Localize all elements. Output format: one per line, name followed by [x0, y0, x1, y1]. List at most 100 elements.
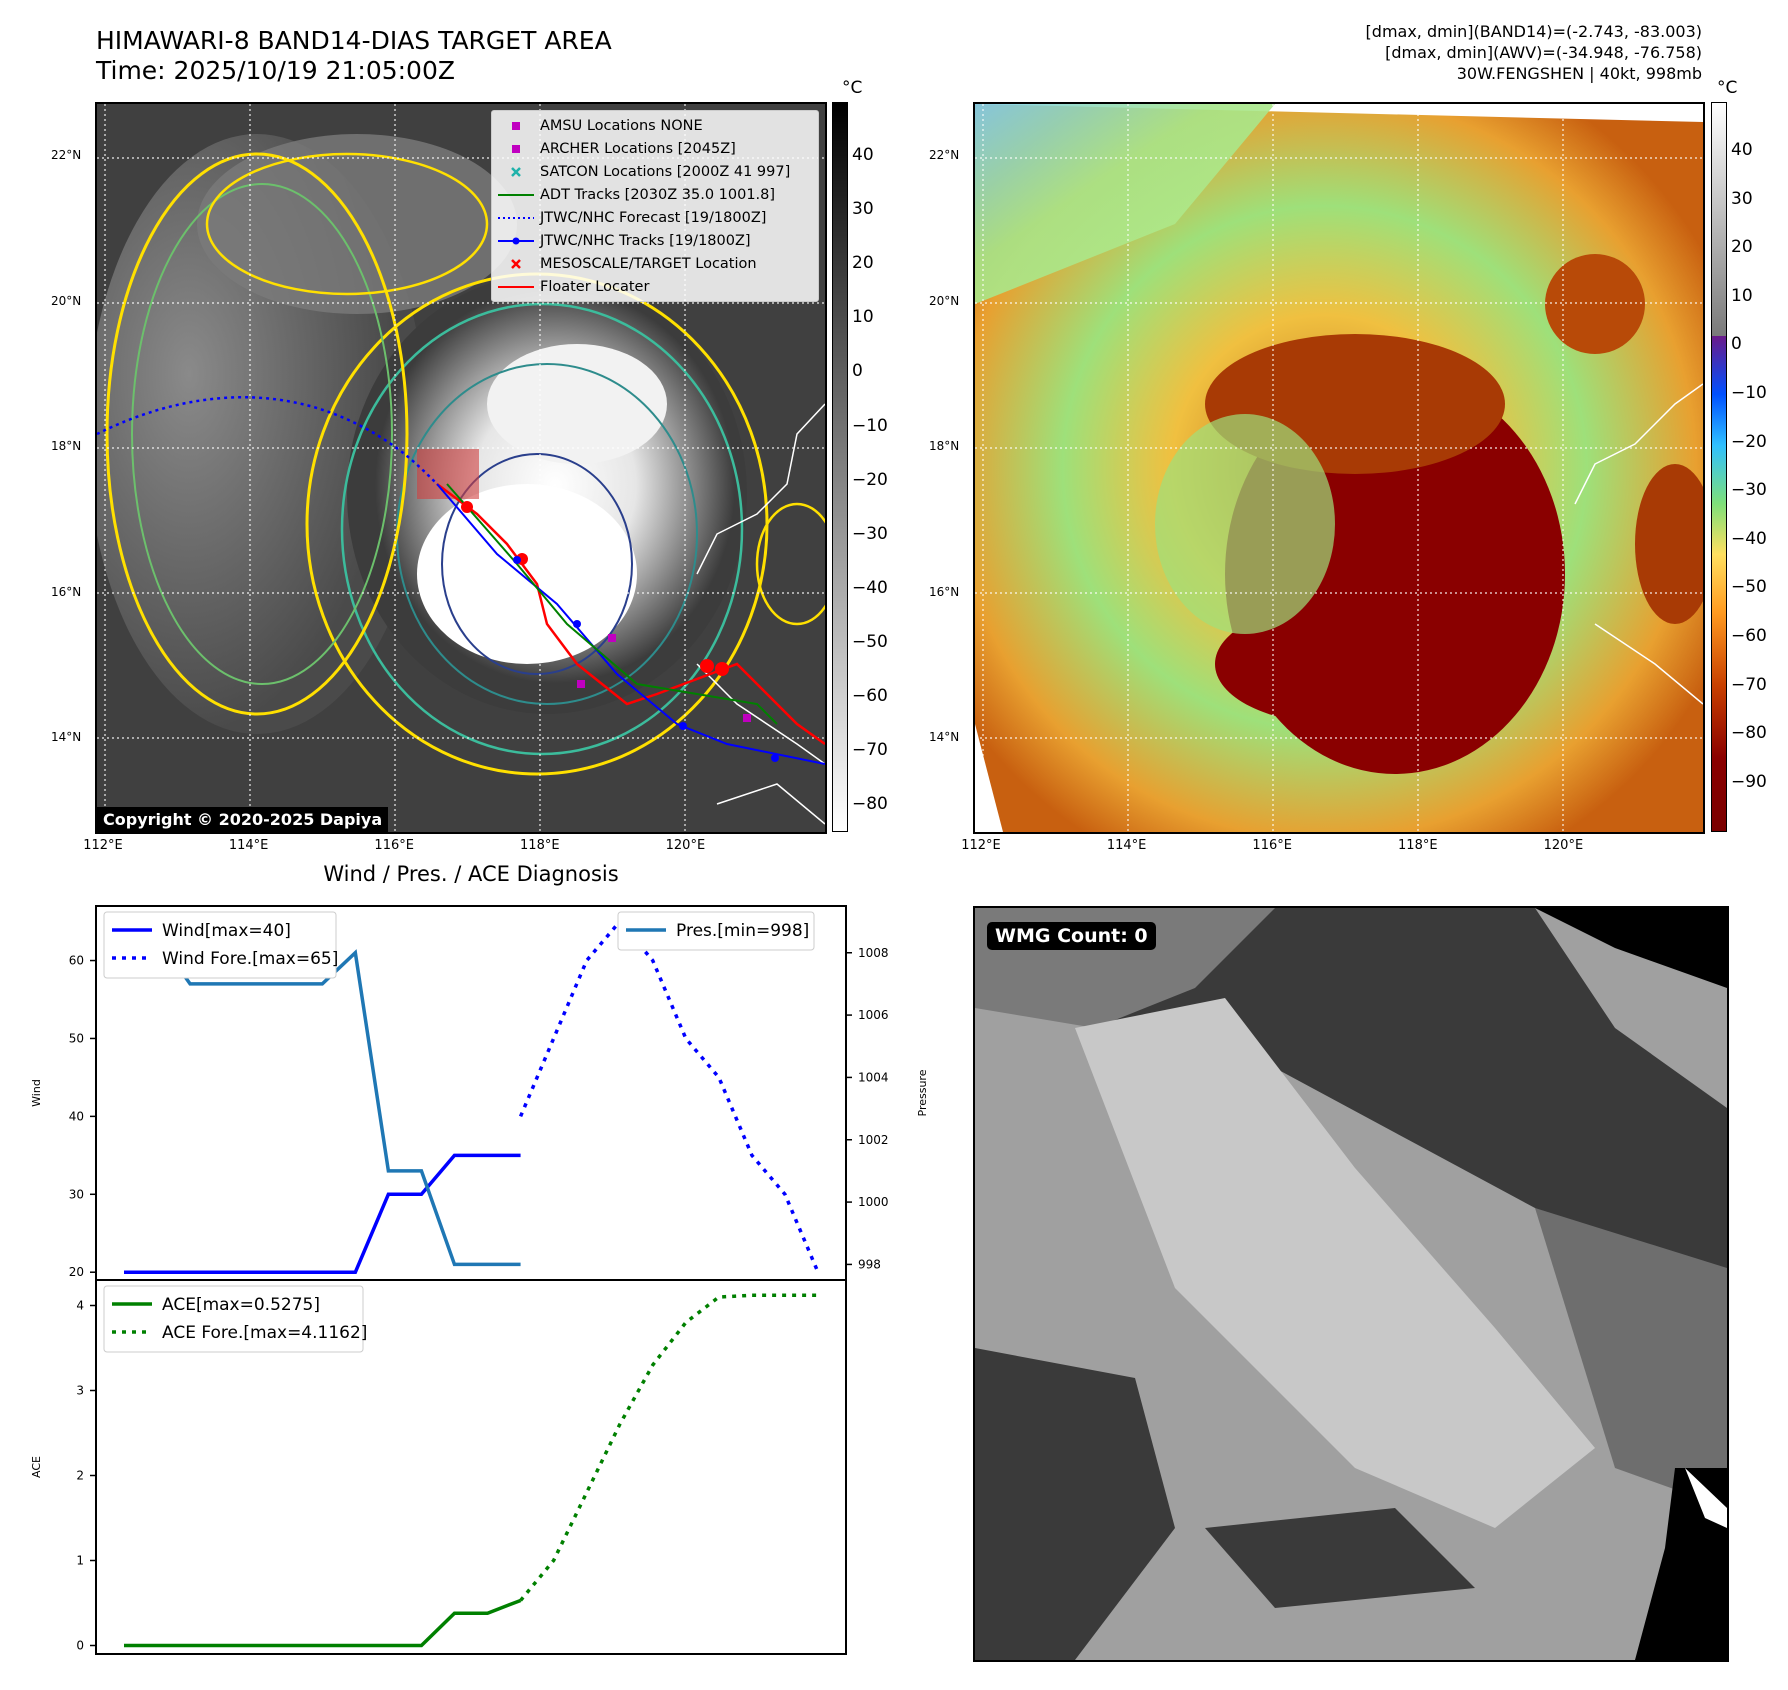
y-tick-label: 1006 — [858, 1008, 889, 1022]
ir-colorbar-tick-label: −50 — [852, 631, 888, 652]
map-y-tick-label: 14°N — [51, 730, 82, 745]
y-tick-label: 1002 — [858, 1133, 889, 1147]
awv-colorbar-tick-label: −60 — [1731, 626, 1767, 646]
ir-colorbar-tick-label: −80 — [852, 794, 888, 815]
y-tick-label: 20 — [69, 1265, 84, 1279]
legend-label: JTWC/NHC Forecast [19/1800Z] — [540, 210, 767, 226]
ir-colorbar-tick-label: 20 — [852, 253, 874, 274]
map-y-tick-label: 22°N — [929, 148, 960, 162]
chart-legend-label: Wind[max=40] — [162, 921, 291, 941]
legend-marker — [498, 194, 534, 196]
legend-item: SATCON Locations [2000Z 41 997] — [496, 161, 790, 183]
stats-line-3: 30W.FENGSHEN | 40kt, 998mb — [1456, 64, 1702, 83]
series-line — [124, 1153, 521, 1274]
map-x-tick-label: 120°E — [665, 838, 706, 853]
ir-colorbar-tick-label: −20 — [852, 469, 888, 490]
awv-colorbar-tick-label: 30 — [1731, 188, 1753, 209]
map-x-tick-label: 118°E — [520, 838, 560, 853]
chart-legend-box — [103, 911, 337, 979]
series-line — [124, 935, 521, 1267]
legend-item: Floater Locater — [496, 276, 649, 298]
time-label: Time: 2025/10/19 21:05:00Z — [96, 56, 455, 85]
awv-colorbar-tick-label: −90 — [1731, 771, 1767, 792]
series-line — [518, 918, 820, 1273]
ir-colorbar-tick-label: −70 — [852, 740, 888, 761]
chart-legend-label: ACE Fore.[max=4.1162] — [162, 1323, 367, 1343]
wmg-panel: WMG Count: 0 — [973, 906, 1729, 1662]
y-tick-label: 1 — [76, 1554, 84, 1568]
awv-map-panel — [973, 102, 1705, 834]
map-x-tick-label: 114°E — [228, 838, 269, 853]
legend-label: AMSU Locations NONE — [540, 118, 703, 134]
y-axis-label: ACE — [30, 1456, 43, 1478]
stats-line-1: [dmax, dmin](BAND14)=(-2.743, -83.003) — [1365, 22, 1702, 41]
chart-legend-box — [103, 1285, 364, 1353]
legend-label: MESOSCALE/TARGET Location — [540, 256, 757, 272]
map-x-tick-label: 118°E — [1398, 838, 1438, 853]
chart-frame — [95, 1279, 847, 1655]
legend-marker — [512, 145, 520, 153]
diagnosis-charts: 6050403020Wind10081006100410021000998Pre… — [30, 905, 929, 1655]
map-y-tick-label: 20°N — [51, 293, 82, 308]
copyright-label: Copyright © 2020-2025 Dapiya — [97, 807, 389, 832]
legend-item: JTWC/NHC Tracks [19/1800Z] — [496, 230, 751, 252]
legend-item: JTWC/NHC Forecast [19/1800Z] — [496, 207, 766, 229]
legend-marker — [498, 217, 534, 219]
stats-line-2: [dmax, dmin](AWV)=(-34.948, -76.758) — [1385, 43, 1702, 62]
map-x-tick-label: 112°E — [83, 838, 123, 853]
y-tick-label: 4 — [76, 1299, 84, 1313]
y-tick-label: 3 — [76, 1384, 84, 1398]
chart-legend-label: Pres.[min=998] — [676, 921, 809, 941]
page-title: HIMAWARI-8 BAND14-DIAS TARGET AREA — [96, 26, 612, 55]
ir-colorbar-unit: °C — [842, 78, 863, 98]
awv-colorbar-tick-label: 40 — [1731, 140, 1753, 160]
map-x-tick-label: 120°E — [1543, 838, 1584, 853]
awv-colorbar-tick-label: −20 — [1731, 431, 1767, 452]
map-x-tick-label: 116°E — [374, 838, 414, 853]
ir-colorbar-tick-label: −30 — [852, 523, 888, 544]
ir-colorbar-tick-label: 30 — [852, 199, 874, 220]
map-y-tick-label: 18°N — [51, 439, 82, 454]
awv-colorbar-tick-label: 10 — [1731, 285, 1753, 306]
y-tick-label: 1008 — [858, 946, 889, 960]
awv-colorbar-unit: °C — [1717, 78, 1738, 98]
map-x-tick-label: 114°E — [1106, 838, 1147, 853]
ir-colorbar-tick-label: −10 — [852, 415, 888, 436]
ir-colorbar-tick-label: −60 — [852, 686, 888, 706]
chart-legend-box — [617, 911, 815, 951]
ir-colorbar-tick-label: 0 — [852, 361, 863, 382]
legend-marker — [511, 259, 521, 269]
awv-colorbar-tick-label: −30 — [1731, 480, 1767, 501]
awv-colorbar-tick-label: 20 — [1731, 237, 1753, 258]
y-tick-label: 998 — [858, 1257, 881, 1271]
legend-item: MESOSCALE/TARGET Location — [496, 253, 757, 275]
legend-label: SATCON Locations [2000Z 41 997] — [540, 164, 791, 180]
map-x-tick-label: 112°E — [961, 838, 1001, 853]
y-tick-label: 2 — [76, 1469, 84, 1483]
map-y-tick-label: 16°N — [51, 584, 82, 599]
y-tick-label: 1004 — [858, 1070, 889, 1084]
chart-legend-label: ACE[max=0.5275] — [162, 1295, 320, 1315]
legend-label: JTWC/NHC Tracks [19/1800Z] — [540, 233, 751, 249]
awv-colorbar-tick-label: −50 — [1731, 577, 1767, 598]
awv-colorbar-tick-label: −40 — [1731, 528, 1767, 549]
y-tick-label: 0 — [76, 1639, 84, 1653]
map-x-tick-label: 116°E — [1252, 838, 1292, 853]
diagnosis-title: Wind / Pres. / ACE Diagnosis — [323, 862, 619, 886]
ir-map-panel: AMSU Locations NONE ARCHER Locations [204… — [95, 102, 827, 834]
map-y-tick-label: 16°N — [929, 584, 960, 599]
y-tick-label: 30 — [69, 1187, 84, 1201]
y-tick-label: 60 — [69, 954, 84, 968]
map-y-tick-label: 14°N — [929, 730, 960, 745]
ir-map-legend: AMSU Locations NONE ARCHER Locations [204… — [491, 110, 819, 302]
awv-colorbar-tick-label: −80 — [1731, 723, 1767, 744]
legend-marker — [498, 286, 534, 288]
legend-item: ARCHER Locations [2045Z] — [496, 138, 736, 160]
awv-colorbar-tick-label: 0 — [1731, 334, 1742, 355]
y-tick-label: 40 — [69, 1109, 84, 1123]
awv-colorbar — [1711, 102, 1727, 832]
chart-legend-label: Wind Fore.[max=65] — [162, 949, 338, 969]
ir-colorbar — [832, 102, 848, 832]
awv-satellite-image — [975, 104, 1703, 832]
legend-label: Floater Locater — [540, 279, 650, 295]
